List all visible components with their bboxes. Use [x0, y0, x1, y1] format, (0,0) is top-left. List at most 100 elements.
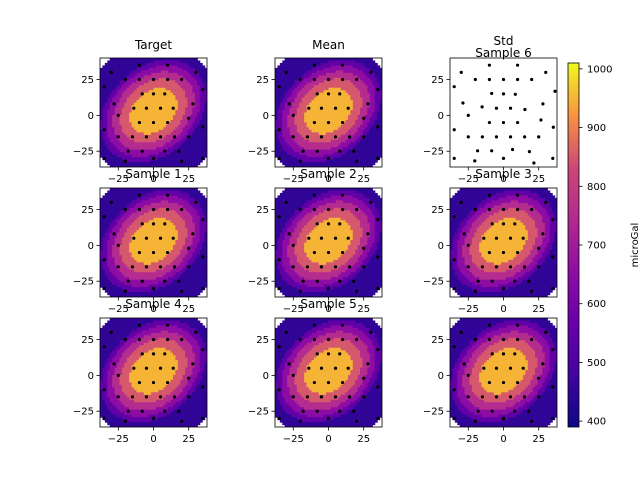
contour-cell	[374, 77, 378, 81]
contour-cell	[134, 262, 138, 266]
contour-cell	[104, 127, 108, 131]
contour-cell	[379, 122, 382, 126]
contour-cell	[134, 282, 138, 286]
contour-cell	[117, 190, 121, 194]
contour-cell	[129, 292, 133, 296]
contour-cell	[292, 157, 296, 161]
contour-cell	[148, 162, 152, 166]
station-point	[201, 156, 205, 160]
contour-cell	[204, 85, 207, 89]
contour-cell	[153, 162, 157, 166]
contour-cell	[109, 100, 113, 104]
contour-cell	[136, 164, 140, 167]
contour-cell	[185, 100, 189, 104]
contour-cell	[311, 137, 315, 141]
contour-cell	[104, 282, 108, 286]
contour-cell	[275, 149, 279, 153]
contour-cell	[138, 237, 142, 241]
contour-cell	[104, 284, 108, 288]
contour-cell	[282, 112, 286, 116]
contour-cell	[114, 240, 118, 244]
contour-cell	[153, 230, 157, 234]
contour-cell	[309, 119, 313, 124]
contour-cell	[187, 157, 191, 161]
contour-cell	[362, 82, 366, 86]
contour-cell	[204, 97, 207, 101]
contour-cell	[141, 254, 145, 258]
contour-cell	[170, 100, 174, 104]
contour-cell	[194, 85, 198, 89]
contour-cell	[172, 75, 176, 79]
contour-cell	[299, 70, 303, 74]
contour-cell	[340, 87, 344, 91]
contour-cell	[316, 105, 320, 109]
contour-cell	[279, 92, 283, 96]
contour-cell	[160, 107, 164, 111]
contour-cell	[275, 142, 279, 146]
contour-cell	[175, 132, 179, 136]
contour-cell	[343, 100, 347, 104]
contour-cell	[367, 97, 371, 101]
station-point	[494, 106, 499, 110]
contour-cell	[175, 85, 179, 89]
contour-cell	[119, 244, 123, 249]
contour-cell	[318, 80, 322, 84]
contour-cell	[112, 144, 116, 148]
contour-cell	[117, 249, 121, 254]
contour-cell	[107, 122, 111, 126]
contour-cell	[350, 147, 354, 151]
contour-cell	[153, 262, 157, 266]
contour-cell	[121, 85, 125, 89]
contour-cell	[355, 114, 359, 119]
contour-cell	[309, 157, 313, 161]
contour-cell	[292, 124, 296, 128]
contour-cell	[151, 147, 155, 151]
contour-cell	[360, 154, 364, 158]
contour-cell	[369, 65, 373, 69]
contour-cell	[275, 85, 279, 89]
contour-cell	[124, 225, 128, 229]
contour-cell	[313, 159, 317, 163]
contour-cell	[357, 112, 361, 116]
contour-cell	[146, 152, 150, 156]
contour-cell	[194, 82, 198, 86]
contour-cell	[306, 65, 310, 69]
contour-cell	[279, 144, 283, 148]
contour-cell	[151, 154, 155, 158]
contour-cell	[119, 82, 123, 86]
contour-cell	[143, 195, 147, 199]
contour-cell	[117, 257, 121, 261]
contour-cell	[112, 279, 116, 283]
contour-cell	[114, 284, 118, 288]
contour-cell	[192, 162, 196, 166]
contour-cell	[321, 105, 325, 109]
contour-cell	[112, 222, 116, 226]
contour-cell	[104, 100, 108, 104]
contour-cell	[158, 142, 162, 146]
contour-cell	[138, 124, 142, 128]
contour-cell	[185, 124, 189, 128]
contour-cell	[112, 147, 116, 151]
contour-cell	[338, 154, 342, 158]
contour-cell	[187, 90, 191, 94]
contour-cell	[301, 65, 305, 69]
contour-cell	[141, 139, 145, 143]
contour-cell	[340, 147, 344, 151]
contour-cell	[279, 157, 283, 161]
contour-cell	[146, 207, 150, 211]
contour-cell	[136, 149, 140, 153]
contour-cell	[301, 144, 305, 148]
contour-cell	[155, 95, 159, 99]
contour-cell	[306, 157, 310, 161]
contour-cell	[121, 190, 125, 194]
contour-cell	[100, 119, 104, 124]
contour-cell	[114, 257, 118, 261]
contour-cell	[316, 134, 320, 138]
contour-cell	[323, 102, 327, 106]
contour-cell	[345, 82, 349, 86]
contour-cell	[360, 75, 364, 79]
contour-cell	[136, 188, 140, 192]
contour-cell	[146, 114, 150, 119]
contour-cell	[117, 152, 121, 156]
contour-cell	[121, 267, 125, 271]
